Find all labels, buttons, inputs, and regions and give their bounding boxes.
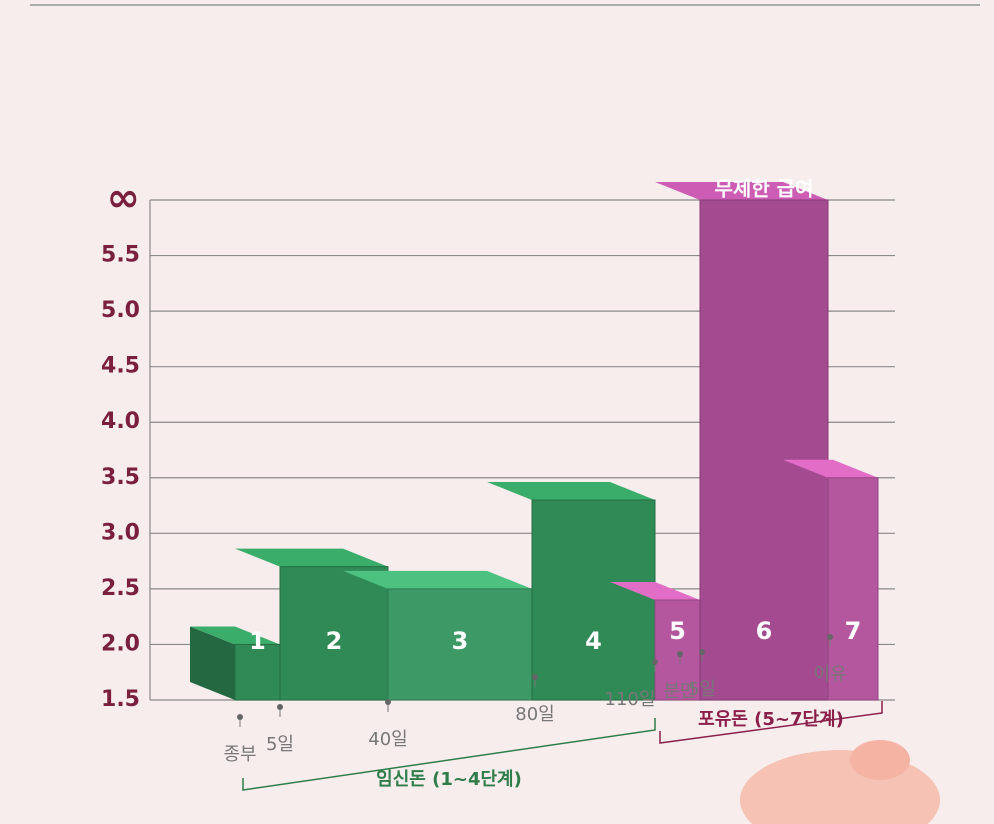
x-label: 5일 (266, 734, 294, 755)
bar-number: 5 (669, 617, 686, 645)
bar-top (190, 626, 280, 645)
group-label: 임신돈 (1~4단계) (376, 769, 522, 790)
bar-number: 3 (452, 627, 469, 655)
annotation: 무제한 급여 (715, 177, 814, 201)
y-tick-label: 2.5 (101, 576, 140, 601)
y-tick-label: 5.5 (101, 243, 140, 268)
bar-top (343, 570, 532, 589)
y-tick-label: 4.5 (101, 354, 140, 379)
group-label: 포유돈 (5~7단계) (698, 709, 844, 730)
x-tick-dot (385, 699, 391, 705)
x-label: 80일 (515, 704, 554, 725)
bar (531, 499, 656, 701)
bar (699, 199, 829, 701)
bar-number: 6 (756, 617, 773, 645)
y-tick-label: 5.0 (101, 298, 140, 323)
group-bracket (242, 718, 656, 791)
x-tick-dot (532, 674, 538, 680)
bar-number: 7 (845, 617, 862, 645)
x-label: 110일 (605, 689, 656, 710)
bar-number: 4 (585, 627, 602, 655)
bar-number: 1 (249, 627, 266, 655)
y-tick-label: 3.5 (101, 465, 140, 490)
bar-top (610, 582, 700, 600)
bar-side (190, 626, 235, 700)
y-tick-label: 1.5 (101, 687, 140, 712)
x-tick-dot (677, 651, 683, 657)
bar-top (783, 459, 878, 478)
x-tick-dot (652, 659, 658, 665)
pig-decoration (740, 740, 940, 824)
bar-number: 2 (326, 627, 343, 655)
x-tick-dot (827, 634, 833, 640)
x-label: 이유 (813, 664, 846, 685)
x-tick-dot (237, 714, 243, 720)
bar (827, 477, 879, 701)
bar (654, 599, 701, 701)
y-tick-label: 3.0 (101, 520, 140, 545)
x-label: 5일 (688, 679, 716, 700)
x-tick-dot (277, 704, 283, 710)
y-tick-label: ∞ (107, 175, 140, 221)
y-tick-label: 2.0 (101, 631, 140, 656)
bar-top (655, 182, 828, 200)
y-tick-label: 4.0 (101, 409, 140, 434)
x-label: 종부 (223, 744, 256, 765)
bar-top (235, 548, 388, 567)
x-tick-dot (699, 649, 705, 655)
bar (387, 588, 533, 701)
x-label: 40일 (368, 729, 407, 750)
group-bracket (659, 701, 883, 744)
x-label: 분만 (663, 681, 696, 702)
bar-top (487, 482, 655, 500)
